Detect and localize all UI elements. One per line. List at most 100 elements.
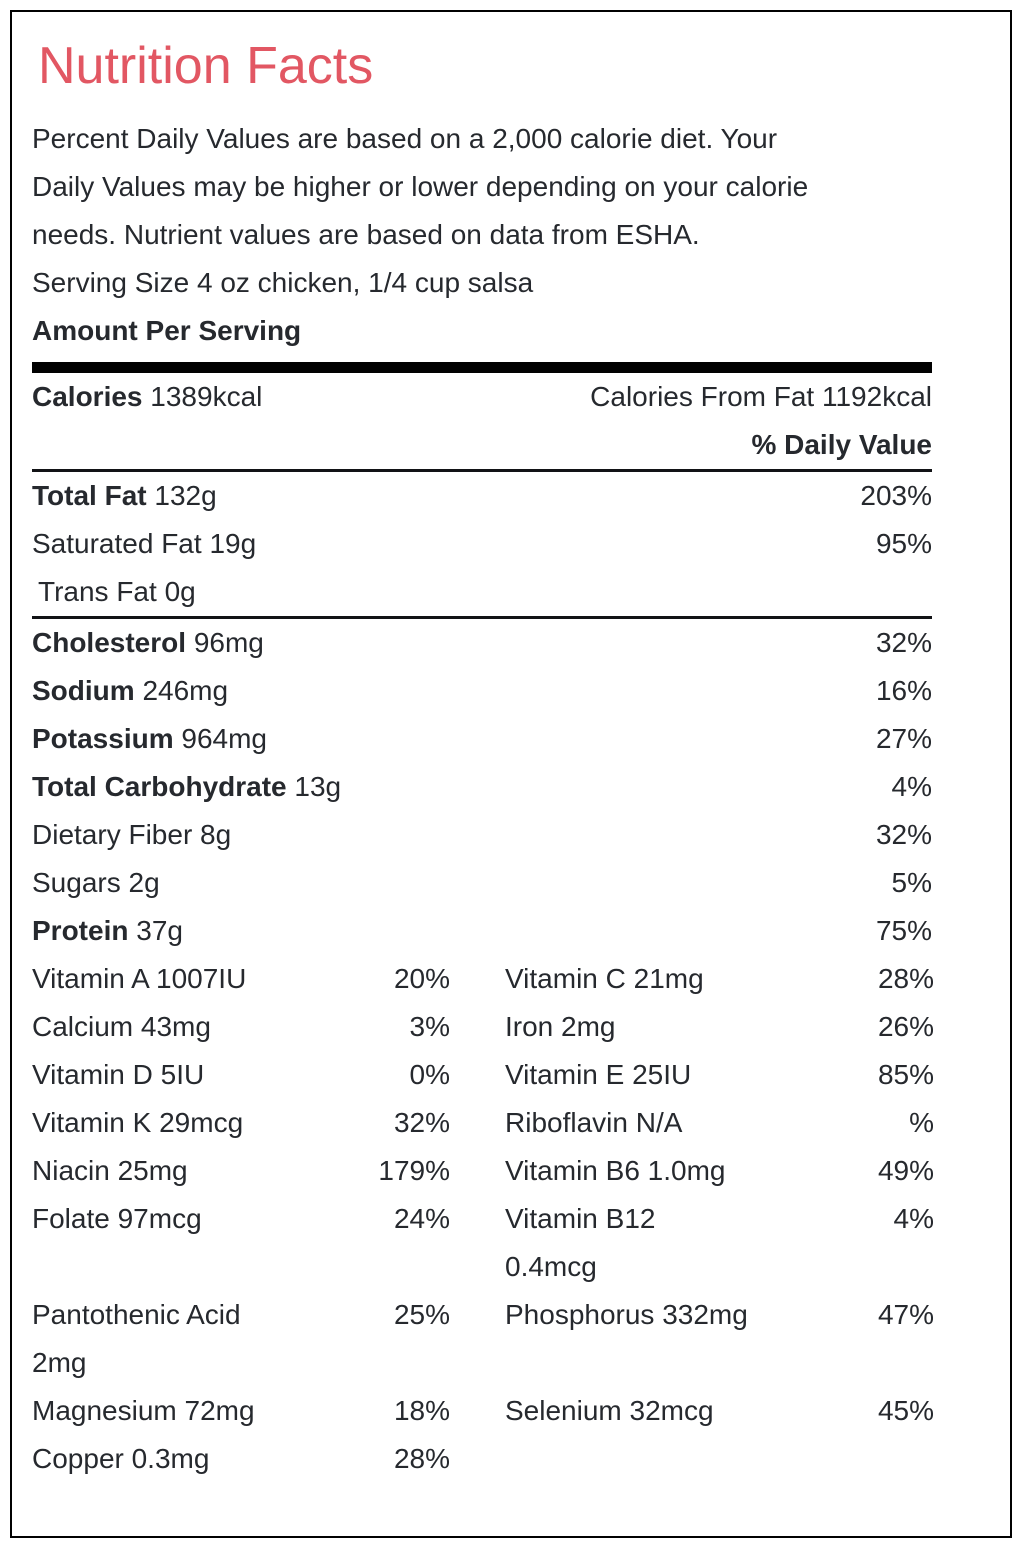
vitamin-label-left: Vitamin A 1007IU [32,963,247,994]
amount-per-serving-heading: Amount Per Serving [32,315,302,346]
daily-value-header-row: % Daily Value [32,421,932,472]
vitamin-label-right: Selenium 32mcg [505,1395,714,1426]
nutrient-name: Cholesterol [32,627,187,658]
vitamin-label-right: Vitamin E 25IU [505,1059,692,1090]
vitamin-percent-left: 32% [393,1107,450,1138]
calories-cell: Calories 1389kcal [32,373,459,421]
column-gap [450,1195,505,1291]
nutrient-percent: 32% [875,627,932,658]
vitamin-row: Copper 0.3mg 28% [32,1435,934,1483]
column-gap [450,955,505,1003]
vitamin-table: Vitamin A 1007IU 20% Vitamin C 21mg 28% … [32,955,934,1483]
nutrient-label-cell: Potassium 964mg [32,715,459,763]
nutrient-amount: 0g [164,576,196,607]
vitamin-label-left: Vitamin D 5IU [32,1059,205,1090]
description-line: needs. Nutrient values are based on data… [32,219,700,250]
nutrient-percent: 95% [875,528,932,559]
nutrient-percent: 203% [860,480,932,511]
vitamin-row: Magnesium 72mg 18% Selenium 32mcg 45% [32,1387,934,1435]
nutrition-facts-label: Nutrition Facts Percent Daily Values are… [10,10,1012,1538]
label-intro: Percent Daily Values are based on a 2,00… [32,115,932,355]
vitamin-percent-right: 49% [877,1155,934,1186]
nutrient-label-cell: Dietary Fiber 8g [32,811,459,859]
label-title: Nutrition Facts [38,37,374,95]
nutrient-name: Trans Fat [38,576,157,607]
nutrient-amount: 19g [209,528,257,559]
vitamin-row: Vitamin K 29mcg 32% Riboflavin N/A % [32,1099,934,1147]
nutrient-name: Total Carbohydrate [32,771,287,802]
nutrient-row: Total Fat 132g 203% [32,471,932,521]
nutrient-name: Potassium [32,723,174,754]
vitamin-row: Vitamin D 5IU 0% Vitamin E 25IU 85% [32,1051,934,1099]
vitamin-label-right: Vitamin B6 1.0mg [505,1155,726,1186]
vitamin-percent-right: 28% [877,963,934,994]
nutrient-label-cell: Protein 37g [32,907,459,955]
vitamin-percent-right: % [909,1107,934,1138]
nutrient-percent: 75% [875,915,932,946]
vitamin-label-right: Vitamin C 21mg [505,963,704,994]
nutrient-percent: 5% [891,867,932,898]
vitamin-percent-left: 3% [409,1011,450,1042]
nutrient-row: Cholesterol 96mg 32% [32,618,932,668]
section-divider-bar [32,362,932,373]
nutrient-label-cell: Total Fat 132g [32,471,459,521]
nutrient-name: Protein [32,915,129,946]
nutrient-label-cell: Sodium 246mg [32,667,459,715]
vitamin-label-left: Folate 97mcg [32,1203,202,1234]
vitamin-label-right: Iron 2mg [505,1011,616,1042]
column-gap [450,1099,505,1147]
vitamin-label-left: Copper 0.3mg [32,1443,210,1474]
nutrient-percent: 27% [875,723,932,754]
column-gap [450,1051,505,1099]
vitamin-percent-left: 18% [393,1395,450,1426]
vitamin-label-left: Niacin 25mg [32,1155,188,1186]
vitamin-percent-right: 47% [877,1299,934,1330]
nutrient-row: Protein 37g 75% [32,907,932,955]
vitamin-percent-right: 45% [877,1395,934,1426]
description-line: Percent Daily Values are based on a 2,00… [32,123,778,154]
nutrient-amount: 37g [136,915,183,946]
vitamin-row: Folate 97mcg 24% Vitamin B12 0.4mcg 4% [32,1195,934,1291]
nutrient-amount: 8g [200,819,232,850]
nutrient-label-cell: Cholesterol 96mg [32,618,459,668]
vitamin-label-right: Vitamin B12 0.4mcg [505,1203,656,1282]
nutrient-name: Total Fat [32,480,147,511]
nutrient-percent: 32% [875,819,932,850]
nutrient-label-cell: Sugars 2g [32,859,459,907]
empty-cell [32,421,460,472]
column-gap [450,1003,505,1051]
nutrient-row: Dietary Fiber 8g 32% [32,811,932,859]
nutrient-amount: 96mg [193,627,264,658]
vitamin-percent-right: 26% [877,1011,934,1042]
vitamin-row: Pantothenic Acid 2mg 25% Phosphorus 332m… [32,1291,934,1387]
nutrient-name: Saturated Fat [32,528,202,559]
daily-value-header-cell: % Daily Value [459,421,932,472]
nutrient-percent [459,568,932,619]
vitamin-label-right: Phosphorus 332mg [505,1299,748,1330]
vitamin-percent-left: 20% [393,963,450,994]
calories-value: 1389kcal [150,381,263,412]
nutrient-amount: 246mg [142,675,229,706]
nutrient-name: Sodium [32,675,135,706]
vitamin-row: Vitamin A 1007IU 20% Vitamin C 21mg 28% [32,955,934,1003]
vitamin-label-left: Calcium 43mg [32,1011,211,1042]
vitamin-percent-left: 25% [393,1299,450,1330]
nutrient-row: Total Carbohydrate 13g 4% [32,763,932,811]
nutrient-row: Saturated Fat 19g 95% [32,520,932,568]
nutrient-label-cell: Total Carbohydrate 13g [32,763,459,811]
calories-from-fat: Calories From Fat 1192kcal [590,381,932,412]
vitamin-row: Calcium 43mg 3% Iron 2mg 26% [32,1003,934,1051]
vitamin-row: Niacin 25mg 179% Vitamin B6 1.0mg 49% [32,1147,934,1195]
vitamin-label-right: Riboflavin N/A [505,1107,683,1138]
daily-value-header: % Daily Value [751,429,932,460]
vitamin-percent-right: 4% [893,1203,934,1234]
vitamin-label-left: Magnesium 72mg [32,1395,255,1426]
nutrient-row: Trans Fat 0g [32,568,932,619]
calories-label: Calories [32,381,143,412]
vitamin-percent-right: 85% [877,1059,934,1090]
vitamin-label-left: Pantothenic Acid 2mg [32,1299,241,1378]
column-gap [450,1387,505,1435]
nutrient-percent: 16% [875,675,932,706]
vitamin-percent-left: 28% [393,1443,450,1474]
nutrient-percent: 4% [891,771,932,802]
